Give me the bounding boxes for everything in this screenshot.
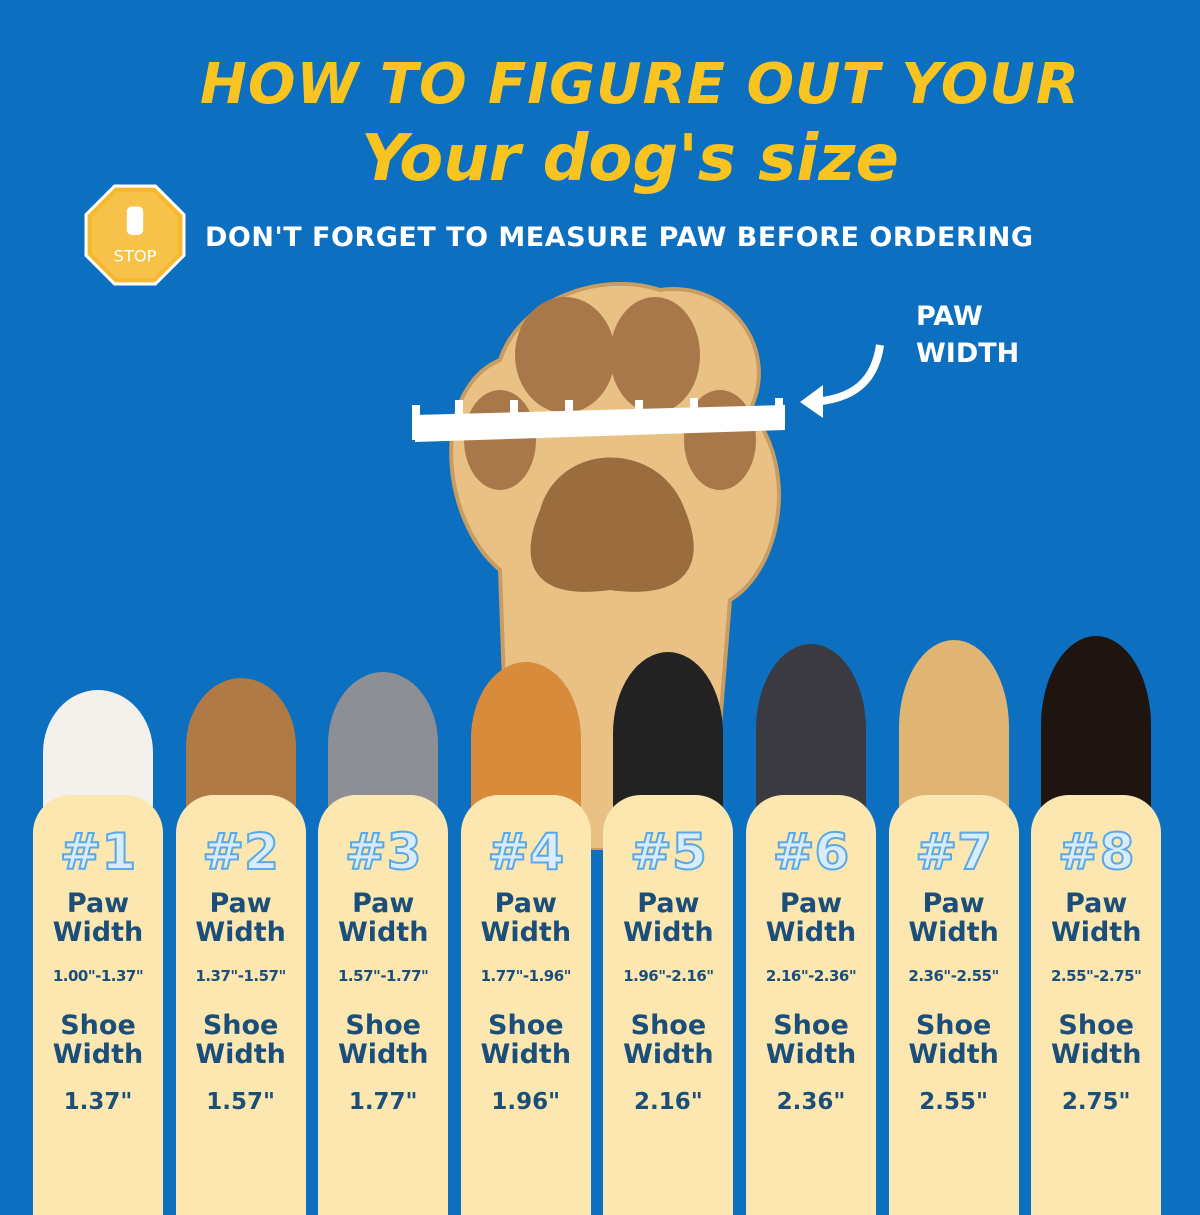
paw-width-range: 1.77"-1.96" bbox=[480, 967, 572, 985]
shoe-width-value: 1.37" bbox=[63, 1089, 133, 1115]
size-card: #7 Paw Width 2.36"-2.55" Shoe Width 2.55" bbox=[888, 795, 1019, 1215]
dog-photo bbox=[328, 672, 439, 815]
shoe-width-value: 1.57" bbox=[206, 1089, 275, 1115]
title-line-2: Your dog's size bbox=[361, 122, 899, 196]
size-number: #8 bbox=[1057, 822, 1136, 882]
paw-width-label-line1: PAW bbox=[916, 301, 983, 332]
dog-photo bbox=[1041, 636, 1152, 815]
paw-label: Paw bbox=[779, 888, 843, 919]
paw-label: Paw bbox=[637, 888, 700, 919]
width-label: Width bbox=[337, 1039, 429, 1070]
width-label: Width bbox=[195, 1039, 286, 1070]
dog-photo bbox=[185, 678, 296, 815]
size-number: #7 bbox=[914, 822, 993, 882]
paw-width-range: 1.57"-1.77" bbox=[338, 967, 429, 985]
size-number: #4 bbox=[486, 822, 565, 882]
paw-width-heading: Paw Width bbox=[1031, 889, 1161, 947]
shoe-label: Shoe bbox=[60, 1010, 136, 1041]
shoe-width-value: 1.96" bbox=[491, 1089, 561, 1115]
paw-width-label: PAW WIDTH bbox=[916, 298, 1019, 372]
shoe-width-value: 2.75" bbox=[1061, 1089, 1131, 1115]
shoe-width-value: 2.16" bbox=[634, 1089, 703, 1115]
shoe-width-heading: Shoe Width bbox=[461, 1011, 591, 1069]
shoe-width-heading: Shoe Width bbox=[889, 1011, 1019, 1069]
shoe-label: Shoe bbox=[488, 1010, 564, 1041]
paw-label: Paw bbox=[494, 888, 557, 919]
size-card: #4 Paw Width 1.77"-1.96" Shoe Width 1.96" bbox=[460, 795, 591, 1215]
paw-width-heading: Paw Width bbox=[889, 889, 1019, 947]
paw-label: Paw bbox=[1065, 888, 1128, 919]
width-label: Width bbox=[195, 917, 286, 948]
paw-width-heading: Paw Width bbox=[746, 889, 876, 947]
dog-photo bbox=[756, 644, 866, 815]
paw-width-heading: Paw Width bbox=[603, 889, 733, 947]
shoe-label: Shoe bbox=[630, 1010, 707, 1041]
shoe-label: Shoe bbox=[202, 1010, 279, 1041]
size-card: #5 Paw Width 1.96"-2.16" Shoe Width 2.16" bbox=[603, 795, 734, 1215]
paw-label: Paw bbox=[66, 888, 130, 919]
dog-photo bbox=[470, 662, 581, 815]
size-card: #8 Paw Width 2.55"-2.75" Shoe Width 2.75" bbox=[1031, 795, 1162, 1215]
paw-width-heading: Paw Width bbox=[176, 889, 306, 947]
width-label: Width bbox=[623, 1039, 714, 1070]
paw-label: Paw bbox=[209, 888, 272, 919]
size-number: #2 bbox=[201, 822, 280, 882]
title-line-1: HOW TO FIGURE OUT YOUR bbox=[200, 52, 1080, 117]
paw-width-range: 2.16"-2.36" bbox=[765, 967, 857, 985]
width-label: Width bbox=[1050, 917, 1142, 948]
paw-width-label-line2: WIDTH bbox=[916, 338, 1020, 369]
width-label: Width bbox=[52, 1039, 144, 1070]
paw-label: Paw bbox=[922, 888, 985, 919]
size-number: #5 bbox=[629, 822, 708, 882]
subtitle: DON'T FORGET TO MEASURE PAW BEFORE ORDER… bbox=[205, 222, 1034, 253]
paw-width-range: 1.96"-2.16" bbox=[623, 967, 714, 985]
paw-width-range: 1.00"-1.37" bbox=[52, 967, 144, 985]
paw-width-heading: Paw Width bbox=[461, 889, 591, 947]
shoe-label: Shoe bbox=[915, 1010, 992, 1041]
shoe-width-heading: Shoe Width bbox=[746, 1011, 876, 1069]
arrow-icon bbox=[800, 344, 884, 418]
shoe-width-value: 2.36" bbox=[776, 1089, 846, 1115]
stop-text: STOP bbox=[114, 247, 157, 266]
paw-width-range: 1.37"-1.57" bbox=[195, 967, 286, 985]
size-card: #3 Paw Width 1.57"-1.77" Shoe Width 1.77" bbox=[318, 795, 449, 1215]
stop-sign-icon: STOP bbox=[84, 184, 186, 286]
width-label: Width bbox=[908, 917, 999, 948]
shoe-width-heading: Shoe Width bbox=[176, 1011, 306, 1069]
width-label: Width bbox=[1050, 1039, 1142, 1070]
paw-width-heading: Paw Width bbox=[33, 889, 163, 947]
size-card: #2 Paw Width 1.37"-1.57" Shoe Width 1.57" bbox=[175, 795, 306, 1215]
shoe-width-heading: Shoe Width bbox=[33, 1011, 163, 1069]
width-label: Width bbox=[765, 917, 857, 948]
width-label: Width bbox=[480, 1039, 572, 1070]
width-label: Width bbox=[52, 917, 144, 948]
shoe-label: Shoe bbox=[1058, 1010, 1134, 1041]
paw-width-range: 2.55"-2.75" bbox=[1051, 967, 1142, 985]
dog-photo bbox=[613, 652, 724, 815]
dog-photo bbox=[43, 690, 153, 815]
shoe-width-heading: Shoe Width bbox=[318, 1011, 448, 1069]
shoe-label: Shoe bbox=[773, 1010, 849, 1041]
shoe-width-heading: Shoe Width bbox=[603, 1011, 733, 1069]
paw-width-range: 2.36"-2.55" bbox=[908, 967, 999, 985]
width-label: Width bbox=[337, 917, 429, 948]
dog-photo bbox=[898, 640, 1009, 815]
size-card: #1 Paw Width 1.00"-1.37" Shoe Width 1.37" bbox=[33, 795, 163, 1215]
width-label: Width bbox=[908, 1039, 999, 1070]
shoe-width-value: 2.55" bbox=[919, 1089, 988, 1115]
shoe-width-value: 1.77" bbox=[348, 1089, 418, 1115]
size-number: #3 bbox=[344, 822, 423, 882]
paw-width-heading: Paw Width bbox=[318, 889, 448, 947]
size-number: #1 bbox=[59, 822, 138, 882]
width-label: Width bbox=[480, 917, 572, 948]
width-label: Width bbox=[623, 917, 714, 948]
paw-label: Paw bbox=[352, 888, 415, 919]
width-label: Width bbox=[765, 1039, 857, 1070]
size-card: #6 Paw Width 2.16"-2.36" Shoe Width 2.36" bbox=[746, 795, 876, 1215]
size-number: #6 bbox=[772, 822, 851, 882]
shoe-label: Shoe bbox=[345, 1010, 421, 1041]
shoe-width-heading: Shoe Width bbox=[1031, 1011, 1161, 1069]
